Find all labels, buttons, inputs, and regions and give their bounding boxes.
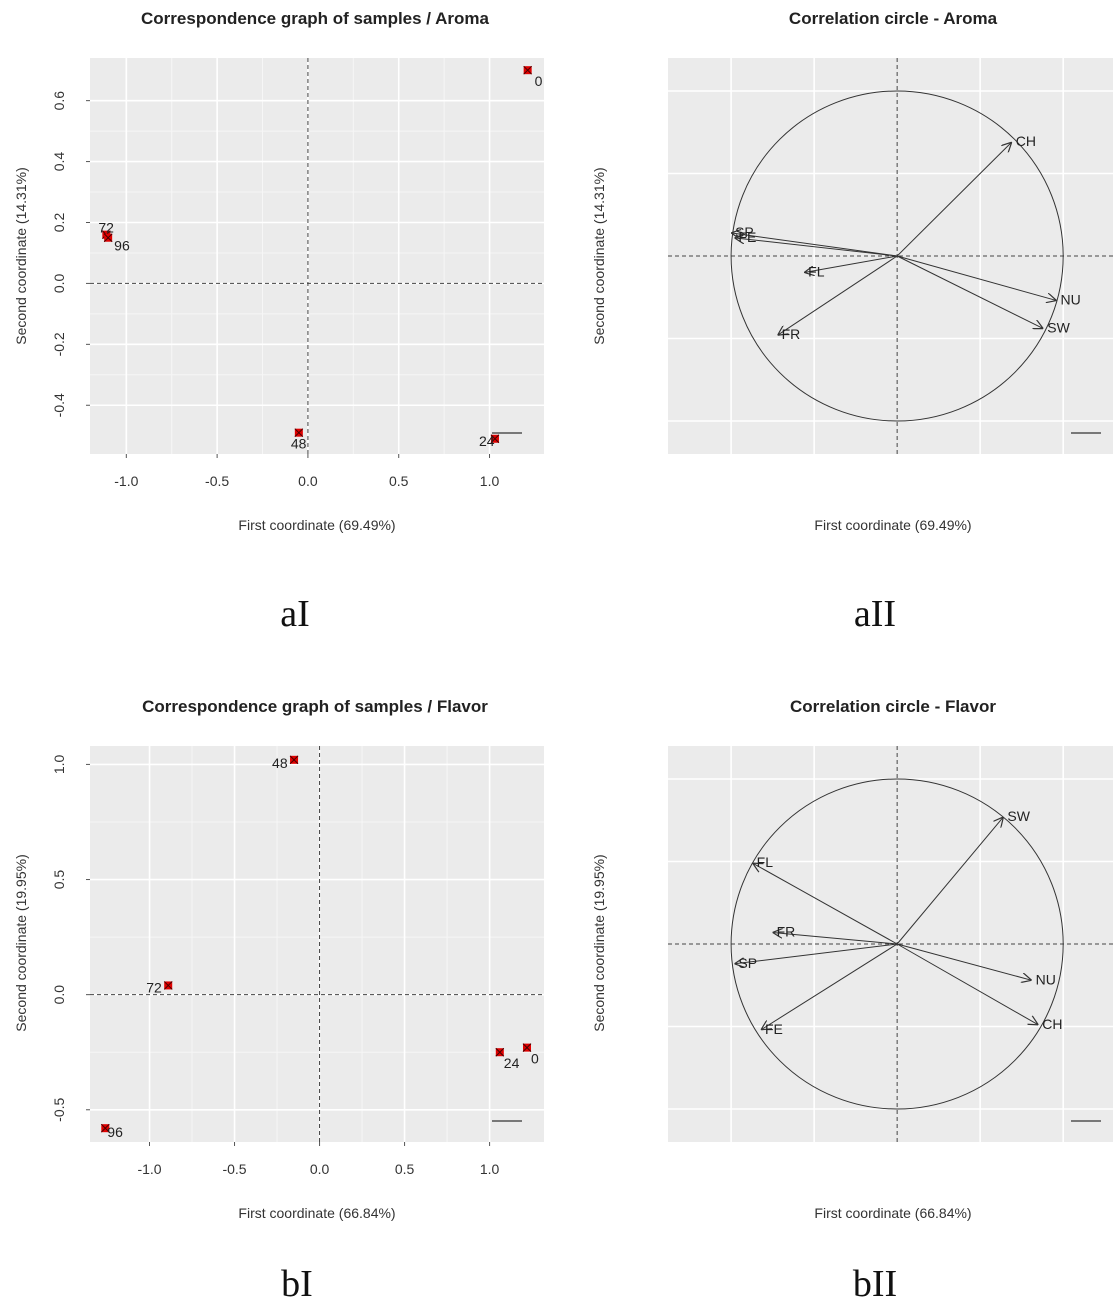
y-axis-label: Second coordinate (19.95%): [13, 854, 29, 1031]
variable-label: CH: [1016, 133, 1036, 149]
y-tick-label: -0.2: [51, 332, 67, 356]
chart-panel-3: Correspondence graph of samples / Flavor…: [13, 697, 544, 1221]
x-axis-label: First coordinate (69.49%): [814, 517, 971, 533]
x-tick-label: 1.0: [480, 1161, 500, 1177]
data-point-cross: [294, 428, 304, 438]
data-point-label: 24: [504, 1055, 520, 1071]
variable-vector: [761, 943, 898, 1030]
data-point-label: 0: [535, 73, 543, 89]
variable-vector: [734, 238, 898, 257]
panel-caption: aII: [854, 593, 896, 635]
y-tick-label: -0.5: [51, 1097, 67, 1121]
variable-vector: [896, 943, 1038, 1025]
x-tick-label: 0.0: [310, 1161, 330, 1177]
data-point-cross: [523, 65, 533, 75]
y-axis-label: Second coordinate (14.31%): [591, 167, 607, 344]
y-tick-label: 0.6: [51, 91, 67, 111]
correlation-circle: [730, 90, 1064, 422]
data-point-cross: [495, 1047, 505, 1057]
variable-label: SW: [1007, 808, 1030, 824]
data-point-label: 48: [272, 755, 288, 771]
variable-vector: [896, 142, 1012, 257]
plot-background: [668, 58, 1113, 454]
x-tick-label: -0.5: [205, 473, 229, 489]
variable-label: FE: [738, 229, 756, 245]
x-tick-label: 0.5: [395, 1161, 415, 1177]
chart-title: Correlation circle - Flavor: [790, 697, 996, 716]
variable-label: FE: [765, 1021, 783, 1037]
x-tick-label: -0.5: [222, 1161, 246, 1177]
y-axis-label: Second coordinate (14.31%): [13, 167, 29, 344]
data-point-label: 0: [531, 1051, 539, 1067]
panel-caption: aI: [280, 593, 310, 635]
plot-background: [668, 746, 1113, 1142]
panel-caption: bI: [281, 1263, 313, 1304]
panel-caption: bII: [853, 1263, 897, 1304]
data-point-label: 96: [114, 238, 130, 254]
correlation-circle: [730, 778, 1064, 1110]
chart-panel-1: Correspondence graph of samples / Aroma F…: [13, 9, 544, 533]
y-tick-label: -0.4: [51, 393, 67, 417]
variable-label: FR: [782, 326, 801, 342]
variable-vector: [778, 255, 898, 335]
variable-vector: [773, 932, 898, 945]
chart-panel-2: Correlation circle - Aroma First coordina…: [591, 9, 1113, 533]
y-tick-label: 0.0: [51, 985, 67, 1005]
variable-label: CH: [1042, 1016, 1062, 1032]
x-tick-label: -1.0: [114, 473, 138, 489]
y-tick-label: 0.0: [51, 273, 67, 293]
variable-vector: [734, 943, 898, 964]
plot-background: [90, 746, 544, 1142]
variable-vector: [897, 943, 1031, 980]
variable-vector: [896, 817, 1003, 945]
y-tick-label: 0.5: [51, 870, 67, 890]
data-point-cross: [163, 981, 173, 990]
variable-vector: [753, 863, 898, 945]
variable-label: SW: [1047, 320, 1070, 336]
data-point-label: 72: [98, 220, 114, 236]
variable-vector: [804, 255, 898, 273]
x-tick-label: 1.0: [480, 473, 500, 489]
x-tick-label: 0.0: [298, 473, 318, 489]
x-axis-label: First coordinate (66.84%): [238, 1205, 395, 1221]
x-tick-label: -1.0: [137, 1161, 161, 1177]
plot-background: [90, 58, 544, 454]
variable-vector: [731, 233, 898, 257]
chart-title: Correspondence graph of samples / Aroma: [141, 9, 489, 28]
chart-panel-4: Correlation circle - Flavor First coordin…: [591, 697, 1113, 1221]
x-axis-label: First coordinate (69.49%): [238, 517, 395, 533]
data-point-label: 72: [146, 979, 162, 995]
y-tick-label: 0.4: [51, 152, 67, 172]
y-tick-label: 0.2: [51, 213, 67, 233]
data-point-cross: [100, 1123, 110, 1133]
variable-label: SP: [738, 955, 757, 971]
x-axis-label: First coordinate (66.84%): [814, 1205, 971, 1221]
variable-vector: [897, 255, 1056, 301]
variable-label: FL: [808, 264, 825, 280]
x-tick-label: 0.5: [389, 473, 409, 489]
variable-label: NU: [1061, 292, 1081, 308]
variable-label: FR: [777, 923, 796, 939]
data-point-label: 24: [479, 433, 495, 449]
data-point-cross: [522, 1043, 532, 1052]
data-point-label: 96: [107, 1124, 123, 1140]
data-point-cross: [490, 434, 500, 444]
variable-label: FL: [757, 854, 774, 870]
variable-label: NU: [1036, 971, 1056, 987]
variable-vector: [896, 255, 1043, 329]
chart-title: Correspondence graph of samples / Flavor: [142, 697, 488, 716]
data-point-cross: [289, 755, 299, 765]
y-tick-label: 1.0: [51, 754, 67, 774]
data-point-label: 48: [291, 436, 307, 452]
y-axis-label: Second coordinate (19.95%): [591, 854, 607, 1031]
chart-title: Correlation circle - Aroma: [789, 9, 998, 28]
data-point-cross: [103, 233, 113, 243]
